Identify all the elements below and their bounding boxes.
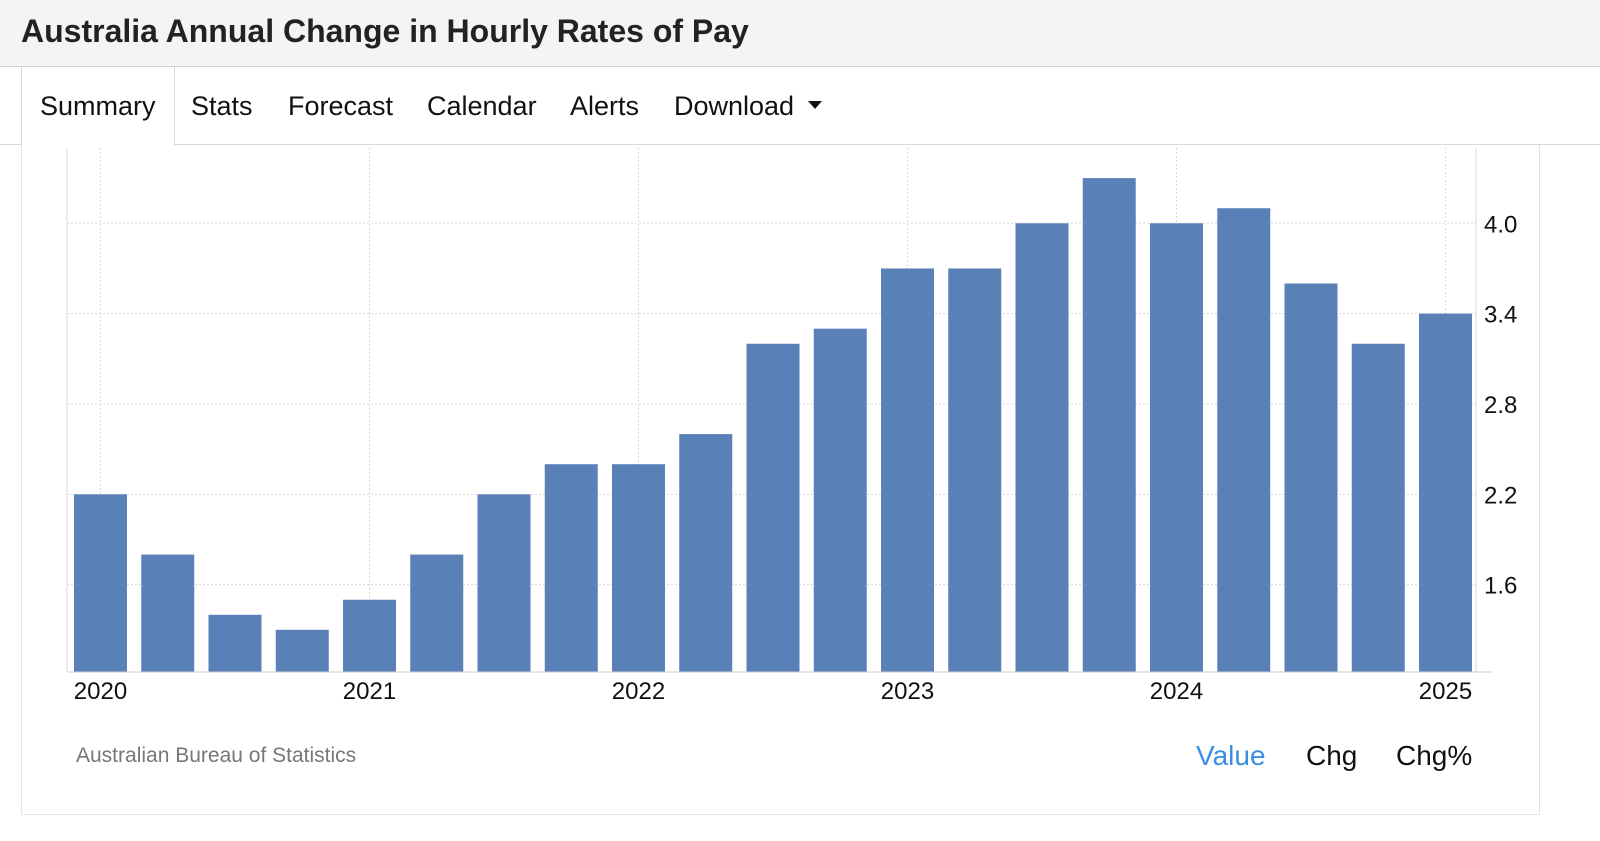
bar: [813, 328, 867, 672]
bar: [1015, 223, 1069, 672]
chart-panel: [21, 145, 1540, 815]
x-tick-label: 2022: [612, 678, 665, 705]
bar: [1351, 343, 1405, 672]
y-tick-label: 2.2: [1484, 482, 1517, 509]
bar: [74, 494, 127, 672]
bar: [1150, 223, 1203, 672]
title-bar: Australia Annual Change in Hourly Rates …: [0, 0, 1600, 67]
tab-forecast[interactable]: Forecast: [288, 91, 394, 121]
bar: [679, 434, 733, 672]
bar: [612, 464, 665, 672]
y-tick-label: 2.8: [1484, 392, 1517, 419]
tab-download-label: Download: [674, 91, 795, 121]
bar: [1217, 208, 1271, 672]
bar: [746, 343, 800, 672]
bar: [477, 494, 531, 672]
bar: [881, 268, 934, 672]
x-tick-label: 2023: [881, 678, 934, 705]
x-tick-label: 2021: [343, 678, 396, 705]
y-tick-label: 1.6: [1484, 573, 1517, 600]
axes: 1.6 2.2 2.8 3.4 4.0 2020 2021 2022 2023 2024 2025: [67, 211, 1517, 705]
tab-bar: Summary Stats Forecast Calendar Alerts D…: [0, 67, 1600, 146]
bar: [1082, 178, 1136, 673]
bar: [1419, 313, 1472, 672]
toggle-value[interactable]: Value: [1196, 740, 1266, 771]
toggle-chg-percent[interactable]: Chg%: [1396, 740, 1473, 771]
bars: [74, 178, 1472, 673]
tab-download[interactable]: Download: [674, 67, 823, 145]
bar: [208, 614, 262, 672]
bar: [410, 554, 464, 672]
x-tick-label: 2020: [74, 678, 127, 705]
bar: [1284, 283, 1338, 672]
tab-summary[interactable]: Summary: [21, 67, 175, 146]
bar: [544, 464, 598, 672]
page-title: Australia Annual Change in Hourly Rates …: [21, 13, 749, 49]
source-label: Australian Bureau of Statistics: [76, 744, 357, 767]
tab-alerts[interactable]: Alerts: [570, 91, 640, 121]
bar: [275, 629, 329, 672]
x-tick-label: 2025: [1419, 678, 1472, 705]
bar: [141, 554, 195, 672]
tab-stats[interactable]: Stats: [191, 91, 253, 121]
bar: [343, 599, 396, 672]
y-tick-label: 4.0: [1484, 211, 1517, 238]
caret-down-icon: [808, 100, 823, 109]
x-tick-label: 2024: [1150, 678, 1203, 705]
toggle-chg[interactable]: Chg: [1306, 740, 1358, 771]
bar: [948, 268, 1002, 672]
y-tick-label: 3.4: [1484, 302, 1517, 329]
tab-calendar[interactable]: Calendar: [427, 91, 537, 121]
